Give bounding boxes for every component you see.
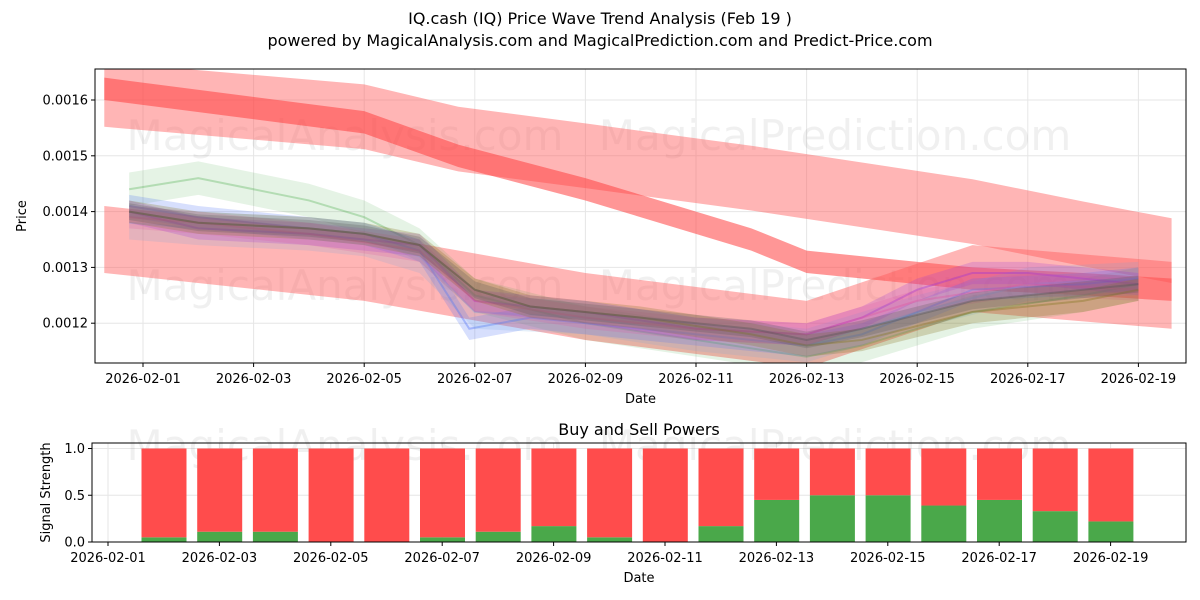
bar-x-tick-label: 2026-02-07 [404, 551, 480, 566]
watermark-text: MagicalPrediction.com [599, 111, 1072, 160]
buy-bar [141, 537, 187, 542]
chart-title: IQ.cash (IQ) Price Wave Trend Analysis (… [408, 9, 792, 28]
bar-y-tick-label: 1.0 [64, 442, 85, 457]
olive-wave [129, 200, 1139, 357]
bar-y-tick-label: 0.0 [64, 536, 85, 551]
chart-subtitle: powered by MagicalAnalysis.com and Magic… [267, 31, 933, 50]
green-wave [129, 161, 1139, 363]
buy-bar [1032, 511, 1078, 542]
sell-bar [642, 448, 688, 542]
price-x-tick-label: 2026-02-03 [216, 372, 292, 387]
bar-x-tick-label: 2026-02-13 [739, 551, 815, 566]
sell-bar [308, 448, 354, 542]
sell-bar [921, 448, 967, 506]
price-y-tick-label: 0.0014 [43, 205, 89, 220]
sell-bar [587, 448, 633, 538]
pink-wave-line [129, 216, 1139, 336]
bar-x-tick-label: 2026-02-19 [1073, 551, 1149, 566]
blue-wave [129, 194, 1139, 357]
bar-x-axis-label: Date [623, 571, 654, 586]
sell-bar [1088, 448, 1134, 522]
price-y-tick-label: 0.0012 [43, 317, 89, 332]
bar-y-axis-label: Signal Strength [39, 442, 54, 542]
pink-wave [129, 206, 1139, 346]
red-descending-wave [104, 77, 1172, 301]
bar-chart-title: Buy and Sell Powers [558, 420, 720, 439]
price-y-tick-label: 0.0013 [43, 261, 89, 276]
buy-bar [587, 537, 633, 542]
purple-wave-line [128, 210, 1139, 336]
chart-title-block: IQ.cash (IQ) Price Wave Trend Analysis (… [0, 8, 1200, 52]
price-x-tick-label: 2026-02-17 [990, 372, 1066, 387]
sell-bar [475, 448, 521, 532]
green-wave-line [129, 177, 1139, 358]
sell-bar [1032, 448, 1078, 512]
price-axes-frame [94, 68, 1187, 364]
sell-bar [420, 448, 465, 538]
sell-bar [364, 448, 410, 542]
gray-wave-line [129, 210, 1139, 341]
lower-trend-band [104, 206, 1172, 363]
gray-wave [129, 203, 1139, 349]
bar-x-tick-label: 2026-02-01 [70, 551, 146, 566]
price-x-axis-label: Date [625, 392, 656, 407]
price-y-tick-label: 0.0016 [43, 94, 89, 109]
sell-bar [141, 448, 187, 538]
buy-bar [420, 537, 465, 542]
buy-bar [921, 505, 967, 542]
bar-x-tick-label: 2026-02-09 [516, 551, 592, 566]
bar-x-tick-label: 2026-02-17 [961, 551, 1037, 566]
price-x-tick-label: 2026-02-11 [658, 372, 734, 387]
price-plot-area: MagicalAnalysis.com MagicalPrediction.com… [104, 69, 1172, 363]
sell-bar [809, 448, 855, 496]
sell-bar [977, 448, 1022, 500]
bar-axes-frame [91, 442, 1187, 543]
watermark-text: MagicalAnalysis.com [127, 261, 564, 310]
sell-bar [252, 448, 298, 532]
light-blue-wave [129, 206, 1139, 363]
buy-bar [197, 531, 243, 542]
price-x-tick-label: 2026-02-15 [879, 372, 955, 387]
sell-bar [698, 448, 744, 527]
bar-x-tick-label: 2026-02-03 [182, 551, 258, 566]
bar-x-tick-label: 2026-02-15 [850, 551, 926, 566]
buy-bar [809, 495, 855, 542]
olive-wave-line [129, 210, 1139, 347]
price-y-tick-label: 0.0015 [43, 149, 89, 164]
light-blue-wave-line [129, 221, 1139, 347]
buy-bar [698, 526, 744, 542]
purple-wave [129, 200, 1139, 346]
sell-bar [197, 448, 243, 532]
buy-bar [531, 526, 577, 542]
price-x-tick-label: 2026-02-13 [769, 372, 845, 387]
blue-wave-line [129, 205, 1139, 347]
sell-bar [865, 448, 911, 496]
buy-bar [977, 499, 1022, 542]
buy-bar [475, 531, 521, 542]
bar-x-tick-label: 2026-02-05 [293, 551, 369, 566]
buy-bar [1088, 521, 1134, 542]
buy-bar [754, 499, 800, 542]
price-x-tick-label: 2026-02-19 [1101, 372, 1177, 387]
buy-bar [865, 495, 911, 542]
sell-bar [531, 448, 577, 527]
sell-bar [754, 448, 800, 500]
buy-bar [252, 531, 298, 542]
price-y-axis-label: Price [15, 200, 30, 232]
price-x-tick-label: 2026-02-07 [437, 372, 513, 387]
bar-x-tick-label: 2026-02-11 [627, 551, 703, 566]
bar-y-tick-label: 0.5 [64, 489, 85, 504]
price-x-tick-label: 2026-02-01 [105, 372, 181, 387]
price-x-tick-label: 2026-02-05 [326, 372, 402, 387]
price-x-tick-label: 2026-02-09 [548, 372, 624, 387]
